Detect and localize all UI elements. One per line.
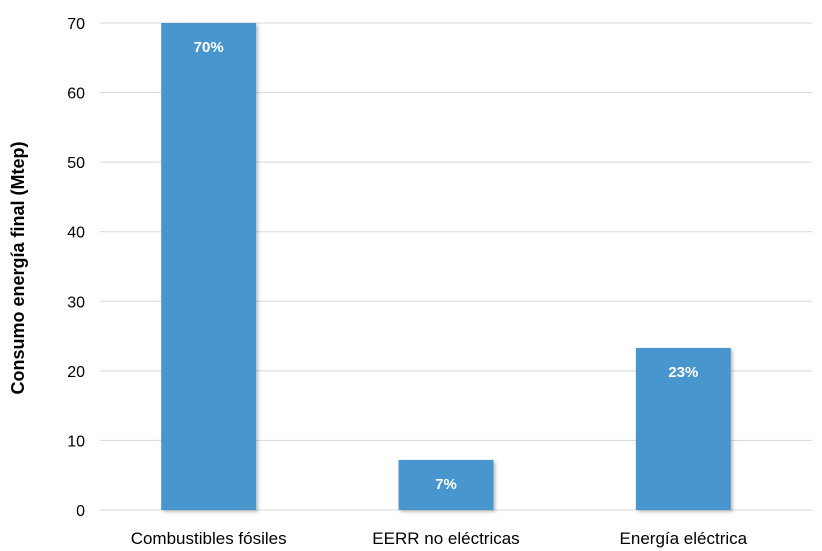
bar xyxy=(398,459,494,510)
x-category-label: Energía eléctrica xyxy=(620,529,748,548)
y-tick-label: 40 xyxy=(67,225,85,242)
y-tick-label: 0 xyxy=(76,503,85,520)
y-tick-label: 10 xyxy=(67,433,85,450)
y-tick-label: 60 xyxy=(67,86,85,103)
bars: 70% 7% 23% xyxy=(161,23,731,510)
bar-data-label: 23% xyxy=(668,364,698,381)
y-tick-label: 20 xyxy=(67,364,85,381)
x-axis-categories: Combustibles fósiles EERR no eléctricas En… xyxy=(131,529,748,548)
y-axis-ticks: 0 10 20 30 40 50 60 70 xyxy=(67,16,85,520)
x-category-label: EERR no eléctricas xyxy=(372,529,519,548)
y-tick-label: 30 xyxy=(67,294,85,311)
y-axis-label: Consumo energía final (Mtep) xyxy=(8,141,28,394)
bar-data-label: 7% xyxy=(435,476,457,493)
bar-data-label: 70% xyxy=(194,39,224,56)
y-tick-label: 70 xyxy=(67,16,85,33)
bar xyxy=(161,23,257,510)
x-category-label: Combustibles fósiles xyxy=(131,529,287,548)
bar xyxy=(635,347,731,510)
y-tick-label: 50 xyxy=(67,155,85,172)
